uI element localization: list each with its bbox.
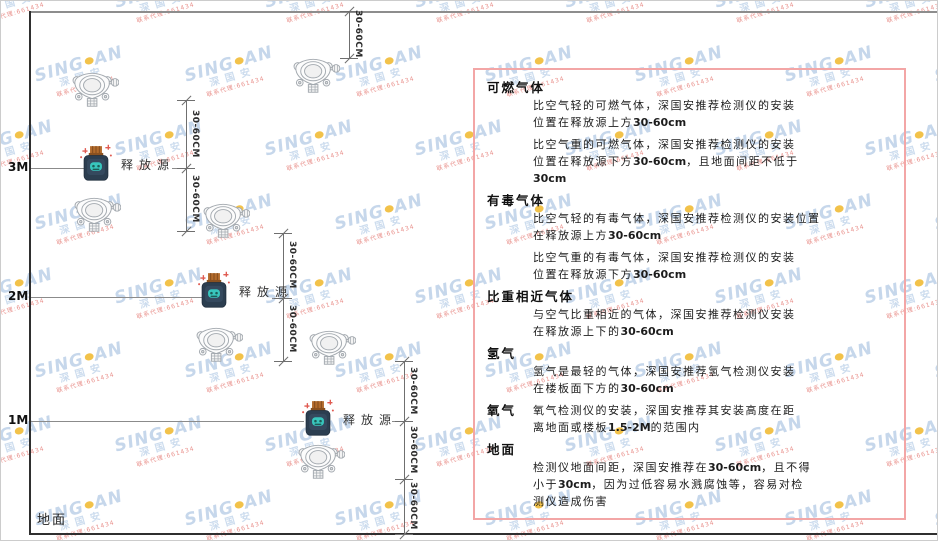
dimension-label: 30-60CM [287,241,297,289]
text-line: 比空气重的可燃气体，深国安推荐检测仪的安装 [533,138,796,151]
dimension-line [186,100,187,231]
paragraph: 与空气比重相近的气体，深国安推荐检测仪安装 在释放源上下的30-60cm [533,306,894,340]
release-source-label: 释放源 [239,285,294,299]
panel-section: 氧气 氧气检测仪的安装，深国安推荐其安装高度在距 离地面或楼板1.5-2M的范围内 [475,402,904,436]
text-line: 30cm [533,172,567,185]
release-source-bottle-icon [198,271,230,308]
release-source-label: 释放源 [121,158,176,172]
text-line: 比空气重的有毒气体，深国安推荐检测仪的安装 [533,251,796,264]
paragraph: 氢气是最轻的气体，深国安推荐氢气检测仪安装 在楼板面下方的30-60cm [533,363,894,397]
guideline-panel: 可燃气体 比空气轻的可燃气体，深国安推荐检测仪的安装 位置在释放源上方30-60c… [473,68,906,520]
section-body: 氢气是最轻的气体，深国安推荐氢气检测仪安装 在楼板面下方的30-60cm [533,363,894,397]
text-line: 位置在释放源下方30-60cm [533,268,687,281]
paragraph: 比空气重的可燃气体，深国安推荐检测仪的安装 位置在释放源下方30-60cm，且地面… [533,136,894,187]
dimension-label: 30-60CM [408,367,418,415]
dimension-label: 30-60CM [190,110,200,158]
ground-line [29,533,937,535]
gas-detector-icon [292,55,341,97]
gas-detector-icon [308,327,357,369]
dimension-line [404,361,405,534]
dimension-line [349,11,350,58]
level-line [31,297,202,298]
section-heading: 氧气 [487,403,517,418]
section-heading: 比重相近气体 [487,289,575,304]
release-source-bottle-icon [302,399,334,436]
section-body: 比空气轻的有毒气体，深国安推荐检测仪的安装位置 在释放源上方30-60cm 比空气重… [533,210,894,283]
section-heading: 有毒气体 [487,193,546,208]
text-line: 位置在释放源下方30-60cm，且地面间距不低于 [533,155,799,168]
release-source-bottle-icon [80,144,112,181]
paragraph: 检测仪地面间距，深国安推荐在30-60cm，且不得 小于30cm，因为过低容易水溅… [533,459,894,510]
gas-detector-icon [71,69,120,111]
paragraph: 比空气重的有毒气体，深国安推荐检测仪的安装 位置在释放源下方30-60cm [533,249,894,283]
text-line: 离地面或楼板1.5-2M的范围内 [533,421,701,434]
section-body: 与空气比重相近的气体，深国安推荐检测仪安装 在释放源上下的30-60cm [533,306,894,340]
dimension-label: 30-60CM [190,175,200,223]
text-line: 氢气是最轻的气体，深国安推荐氢气检测仪安装 [533,365,796,378]
dimension-label: 30-60CM [408,482,418,530]
height-label: 1M [8,413,29,427]
text-line: 在释放源上下的30-60cm [533,325,674,338]
gas-detector-icon [195,324,244,366]
panel-sections: 可燃气体 比空气轻的可燃气体，深国安推荐检测仪的安装 位置在释放源上方30-60c… [475,80,904,510]
panel-section: 比重相近气体 与空气比重相近的气体，深国安推荐检测仪安装 在释放源上下的30-60… [475,289,904,340]
paragraph: 氧气检测仪的安装，深国安推荐其安装高度在距 离地面或楼板1.5-2M的范围内 [533,402,894,436]
text-line: 比空气轻的可燃气体，深国安推荐检测仪的安装 [533,99,796,112]
panel-section: 地面 检测仪地面间距，深国安推荐在30-60cm，且不得 小于30cm，因为过低容… [475,442,904,510]
section-body: 检测仪地面间距，深国安推荐在30-60cm，且不得 小于30cm，因为过低容易水溅… [533,459,894,510]
text-line: 与空气比重相近的气体，深国安推荐检测仪安装 [533,308,796,321]
section-heading: 可燃气体 [487,80,546,95]
release-source: 释放源 [197,271,287,311]
section-heading: 氢气 [487,346,517,361]
release-source-label: 释放源 [343,413,398,427]
dimension-label: 30-60CM [408,426,418,474]
section-body: 氧气检测仪的安装，深国安推荐其安装高度在距 离地面或楼板1.5-2M的范围内 [533,402,894,436]
text-line: 在楼板面下方的30-60cm [533,382,674,395]
text-line: 小于30cm，因为过低容易水溅腐蚀等，容易对检 [533,478,804,491]
section-body: 比空气轻的可燃气体，深国安推荐检测仪的安装 位置在释放源上方30-60cm 比空气重… [533,97,894,187]
text-line: 检测仪地面间距，深国安推荐在30-60cm，且不得 [533,461,812,474]
release-source: 释放源 [79,144,169,184]
paragraph: 比空气轻的有毒气体，深国安推荐检测仪的安装位置 在释放源上方30-60cm [533,210,894,244]
text-line: 在释放源上方30-60cm [533,229,662,242]
height-axis-line [29,11,31,535]
height-label: 2M [8,289,29,303]
level-line [31,421,304,422]
panel-section: 氢气 氢气是最轻的气体，深国安推荐氢气检测仪安装 在楼板面下方的30-60cm [475,346,904,397]
text-line: 测仪造成伤害 [533,495,608,508]
text-line: 位置在释放源上方30-60cm [533,116,687,129]
section-heading: 地面 [487,442,517,457]
dimension-label: 30-60CM [287,305,297,353]
ground-label: 地面 [37,513,68,528]
text-line: 氧气检测仪的安装，深国安推荐其安装高度在距 [533,404,796,417]
panel-section: 可燃气体 比空气轻的可燃气体，深国安推荐检测仪的安装 位置在释放源上方30-60c… [475,80,904,187]
release-source: 释放源 [301,399,391,439]
gas-detector-icon [202,200,251,242]
ceiling-line [29,11,937,13]
dimension-label: 30-60CM [353,10,363,58]
gas-detector-icon [73,194,122,236]
height-label: 3M [8,160,29,174]
panel-section: 有毒气体 比空气轻的有毒气体，深国安推荐检测仪的安装位置 在释放源上方30-60c… [475,193,904,283]
text-line: 比空气轻的有毒气体，深国安推荐检测仪的安装位置 [533,212,821,225]
level-line [31,168,85,169]
paragraph: 比空气轻的可燃气体，深国安推荐检测仪的安装 位置在释放源上方30-60cm [533,97,894,131]
gas-detector-icon [297,441,346,483]
